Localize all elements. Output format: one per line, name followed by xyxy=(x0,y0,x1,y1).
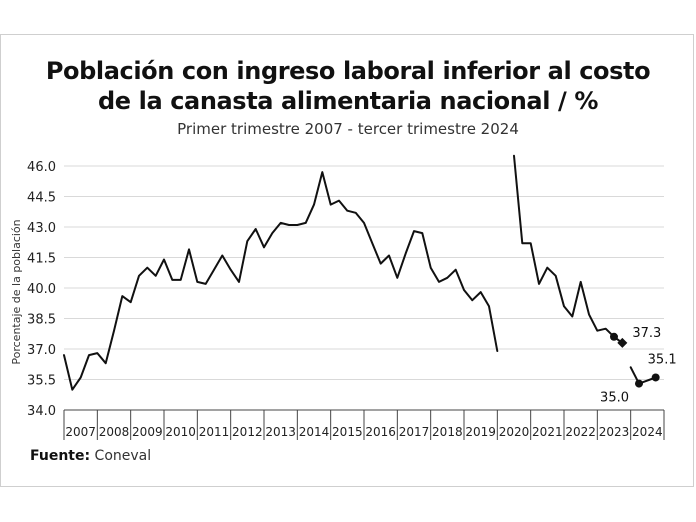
data-marker xyxy=(635,379,643,388)
y-axis-label: Porcentaje de la población xyxy=(10,219,23,364)
y-tick-label: 35.5 xyxy=(27,374,56,389)
chart-title-line2: de la canasta alimentaria nacional / % xyxy=(98,87,598,115)
y-tick-label: 43.0 xyxy=(27,221,56,236)
x-tick-label: 2011 xyxy=(199,425,230,439)
chart-title: Población con ingreso laboral inferior a… xyxy=(0,56,696,116)
x-tick-label: 2013 xyxy=(265,425,296,439)
data-label: 35.1 xyxy=(648,352,677,367)
source-label: Fuente: xyxy=(30,448,91,464)
y-tick-label: 41.5 xyxy=(27,252,56,267)
x-tick-label: 2022 xyxy=(565,425,596,439)
y-tick-label: 38.5 xyxy=(27,313,56,328)
chart-source: Fuente: Coneval xyxy=(30,448,151,464)
source-value: Coneval xyxy=(90,448,152,464)
x-tick-label: 2021 xyxy=(532,425,563,439)
data-marker-diamond xyxy=(617,337,628,348)
x-tick-label: 2018 xyxy=(432,425,463,439)
chart-frame xyxy=(0,34,694,487)
series-layer xyxy=(63,154,657,391)
x-tick-label: 2020 xyxy=(499,425,530,439)
y-tick-label: 37.0 xyxy=(27,343,56,358)
x-tick-label: 2009 xyxy=(132,425,163,439)
chart-subtitle: Primer trimestre 2007 - tercer trimestre… xyxy=(177,120,519,138)
x-tick-label: 2015 xyxy=(332,425,363,439)
y-tick-label: 44.5 xyxy=(27,191,56,206)
x-tick-label: 2024 xyxy=(632,425,663,439)
x-tick-label: 2008 xyxy=(99,425,130,439)
label-layer: 46.0 44.5 43.0 41.5 40.0 38.5 37.0 35.5 34.0 2007… xyxy=(10,160,677,439)
y-tick-label: 40.0 xyxy=(27,282,56,297)
x-tick-label: 2014 xyxy=(299,425,330,439)
series-line-segment-1 xyxy=(513,154,624,344)
x-tick-label: 2023 xyxy=(599,425,630,439)
x-tick-label: 2016 xyxy=(365,425,396,439)
chart-title-line1: Población con ingreso laboral inferior a… xyxy=(45,57,651,85)
data-label: 37.3 xyxy=(632,326,661,341)
y-tick-label: 46.0 xyxy=(27,160,56,175)
x-tick-label: 2010 xyxy=(165,425,196,439)
x-tick-label: 2019 xyxy=(465,425,496,439)
data-marker xyxy=(651,373,660,382)
y-tick-label: 34.0 xyxy=(27,404,56,419)
data-label: 35.0 xyxy=(600,391,629,406)
data-marker xyxy=(610,332,618,341)
axis-layer xyxy=(63,409,665,440)
x-tick-label: 2017 xyxy=(399,425,430,439)
x-tick-label: 2012 xyxy=(232,425,263,439)
grid-layer xyxy=(64,165,664,411)
series-line-segment-0 xyxy=(63,171,499,391)
series-line-segment-2 xyxy=(629,366,657,385)
x-tick-label: 2007 xyxy=(65,425,96,439)
marker-layer xyxy=(610,332,660,388)
